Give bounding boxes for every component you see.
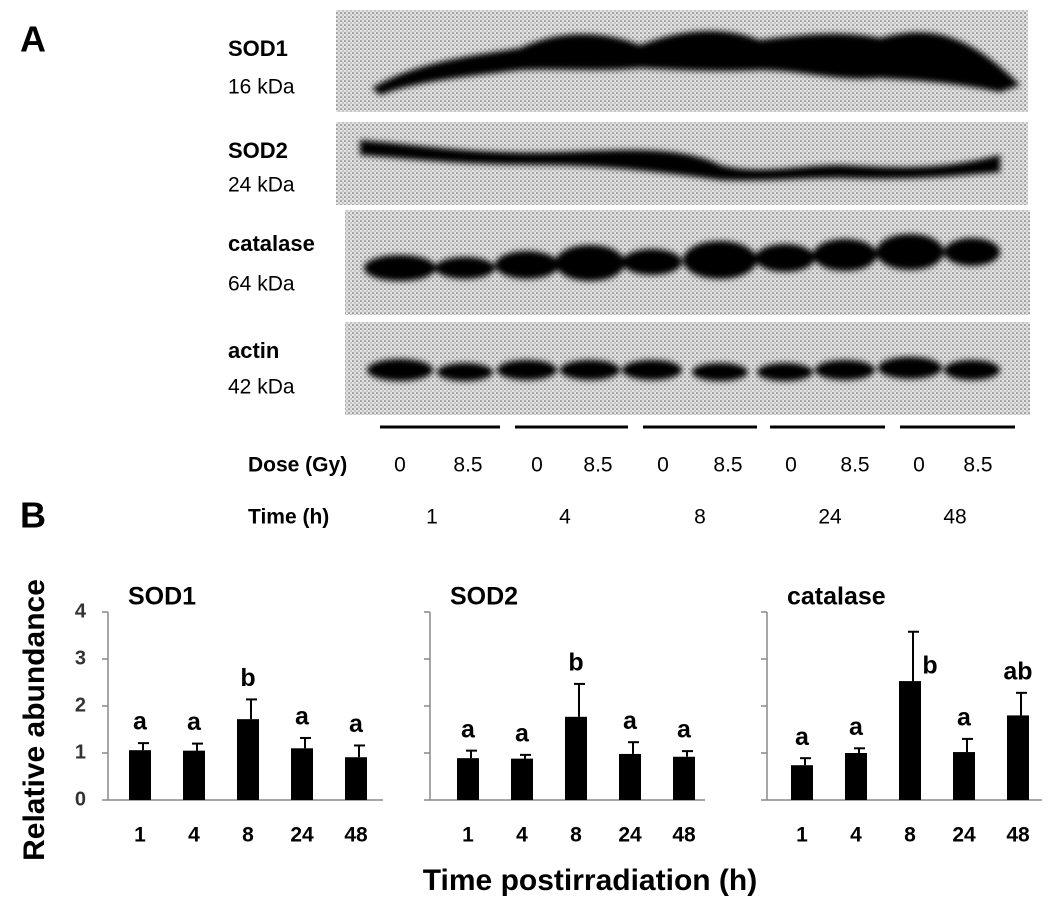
significance-letter: a <box>677 716 692 744</box>
time-value: 48 <box>943 506 966 529</box>
x-tick-label: 48 <box>344 824 368 847</box>
bar <box>345 757 367 800</box>
time-value: 1 <box>426 506 438 529</box>
significance-letter: a <box>133 708 148 736</box>
protein-label: SOD1 <box>228 36 288 61</box>
significance-letter: a <box>795 723 810 751</box>
x-tick-label: 48 <box>1006 824 1030 847</box>
protein-label: catalase <box>228 231 315 256</box>
protein-label: SOD2 <box>228 138 288 163</box>
significance-letter: b <box>240 664 255 692</box>
chart-title: catalase <box>787 583 886 611</box>
blot-images <box>336 10 1030 429</box>
y-tick-label: 3 <box>75 647 86 669</box>
chart-title: SOD1 <box>128 583 196 611</box>
bar <box>791 765 813 800</box>
dose-value: 8.5 <box>713 454 742 477</box>
x-tick-label: 8 <box>242 824 254 847</box>
size-label: 64 kDa <box>228 273 295 296</box>
x-tick-label: 1 <box>462 824 474 847</box>
y-tick-label: 4 <box>75 600 87 622</box>
bar <box>899 681 921 800</box>
panel-letter: A <box>20 19 46 60</box>
x-tick-label: 4 <box>516 824 528 847</box>
significance-letter: a <box>295 703 310 731</box>
significance-letter: a <box>957 704 972 732</box>
chart-title: SOD2 <box>450 583 518 611</box>
bands <box>360 30 1020 381</box>
x-tick-label: 1 <box>796 824 808 847</box>
x-tick-label: 4 <box>850 824 862 847</box>
y-tick-label: 0 <box>75 788 86 810</box>
significance-letter: a <box>461 715 476 743</box>
bar <box>619 753 641 800</box>
x-tick-label: 24 <box>618 824 642 847</box>
bar <box>183 750 205 800</box>
significance-letter: a <box>515 719 530 747</box>
y-tick-label: 1 <box>75 741 86 763</box>
bar <box>1007 715 1029 800</box>
significance-letter: a <box>849 713 864 741</box>
bar <box>291 748 313 800</box>
x-tick-label: 8 <box>570 824 582 847</box>
dose-value: 8.5 <box>453 454 482 477</box>
significance-letter: a <box>187 708 202 736</box>
dose-value: 8.5 <box>583 454 612 477</box>
x-tick-label: 4 <box>188 824 200 847</box>
time-value: 24 <box>818 506 842 529</box>
time-label: Time (h) <box>248 506 329 529</box>
y-axis-label: Relative abundance <box>18 579 51 861</box>
dose-value: 0 <box>657 454 669 477</box>
significance-letter: b <box>922 652 937 680</box>
x-tick-label: 1 <box>134 824 146 847</box>
bar <box>845 753 867 800</box>
dose-value: 0 <box>785 454 797 477</box>
size-label: 24 kDa <box>228 174 295 197</box>
bar <box>457 758 479 800</box>
significance-letter: a <box>349 710 364 738</box>
significance-letter: a <box>623 707 638 735</box>
time-value: 8 <box>694 506 706 529</box>
protein-label: actin <box>228 338 279 363</box>
size-label: 42 kDa <box>228 376 295 399</box>
dose-value: 8.5 <box>840 454 869 477</box>
dose-value: 8.5 <box>963 454 992 477</box>
bar <box>237 719 259 800</box>
x-tick-label: 8 <box>904 824 916 847</box>
dose-value: 0 <box>394 454 406 477</box>
bar <box>673 756 695 800</box>
panel-letter: B <box>20 495 46 536</box>
significance-letter: ab <box>1003 657 1032 685</box>
dose-label: Dose (Gy) <box>248 454 347 477</box>
x-tick-label: 24 <box>290 824 314 847</box>
bar <box>953 752 975 800</box>
x-tick-label: 48 <box>672 824 696 847</box>
y-tick-label: 2 <box>75 694 86 716</box>
x-tick-label: 24 <box>952 824 976 847</box>
bar <box>511 758 533 800</box>
significance-letter: b <box>568 649 583 677</box>
dose-value: 0 <box>531 454 543 477</box>
x-axis-label: Time postirradiation (h) <box>423 864 757 897</box>
bar <box>565 716 587 800</box>
size-label: 16 kDa <box>228 76 295 99</box>
time-value: 4 <box>559 506 571 529</box>
dose-value: 0 <box>913 454 925 477</box>
bar <box>129 750 151 800</box>
